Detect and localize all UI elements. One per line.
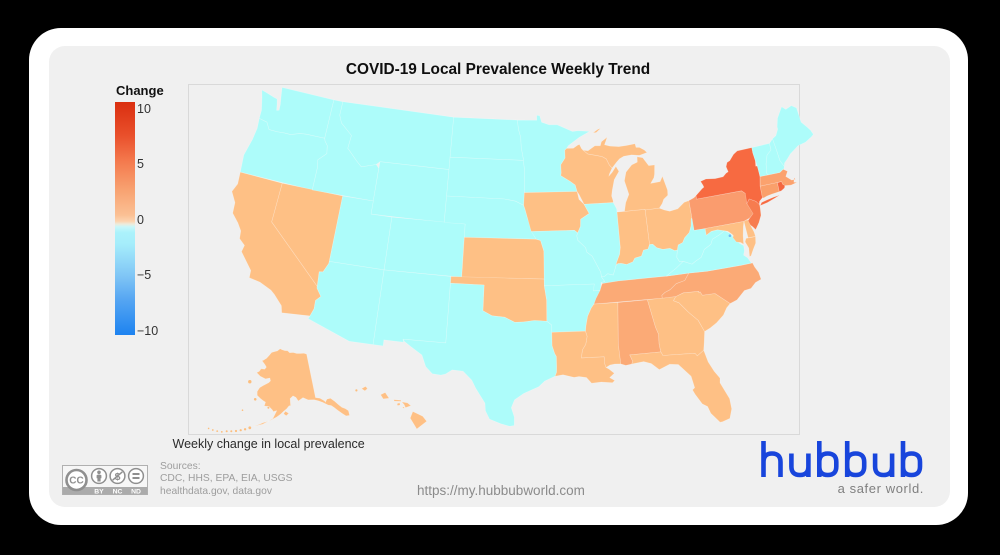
svg-text:NC: NC [113, 488, 123, 495]
svg-text:BY: BY [94, 488, 104, 495]
svg-text:ND: ND [131, 488, 141, 495]
svg-text:CC: CC [69, 476, 83, 487]
